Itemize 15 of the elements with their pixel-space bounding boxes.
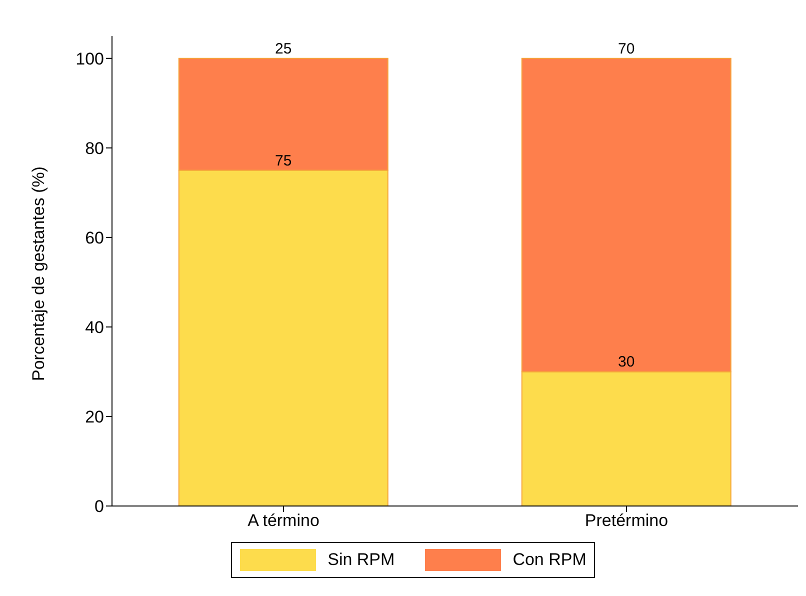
data-label: 25: [275, 40, 292, 58]
x-tick-label: Pretérmino: [584, 511, 668, 530]
y-tick-label: 80: [85, 138, 104, 158]
y-tick-label: 20: [85, 408, 104, 427]
y-tick-label: 100: [76, 49, 104, 68]
data-label: 70: [618, 40, 635, 58]
data-label: 75: [275, 152, 292, 170]
legend-label: Sin RPM: [328, 550, 395, 570]
y-tick-label: 0: [94, 497, 104, 516]
x-tick-label: A término: [248, 511, 320, 530]
legend-label: Con RPM: [512, 550, 586, 570]
y-axis-title: Porcentaje de gestantes (%): [29, 166, 48, 381]
data-label: 30: [618, 354, 635, 371]
y-tick-label: 40: [85, 318, 104, 337]
y-tick-label: 60: [85, 228, 104, 248]
